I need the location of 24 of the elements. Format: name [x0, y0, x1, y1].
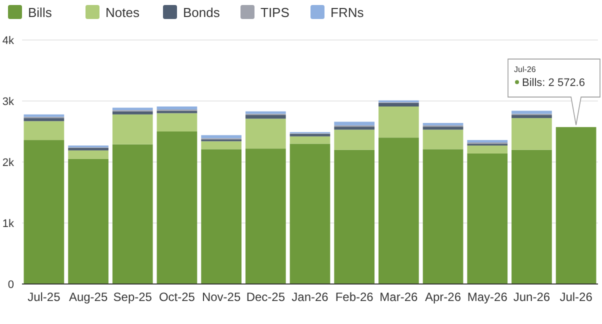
legend-label: Notes — [106, 5, 140, 20]
legend-label: Bills — [28, 5, 52, 20]
x-tick-label: Sep-25 — [113, 290, 152, 304]
annotation: Jul-26 Bills: 2 572.6 — [514, 65, 585, 90]
y-tick-label: 1k — [2, 218, 14, 230]
x-tick-label: Oct-25 — [158, 290, 196, 304]
y-tick-label: 0 — [8, 278, 14, 291]
y-tick-label: 4k — [2, 34, 14, 47]
y-tick-label: 2k — [2, 156, 14, 169]
x-tick-label: Feb-26 — [335, 290, 374, 304]
x-tick-label: Nov-25 — [202, 290, 241, 304]
legend-label: Bonds — [183, 5, 220, 20]
x-tick-label: Jun-26 — [513, 290, 550, 304]
y-tick-label: 3k — [2, 96, 14, 108]
x-tick-label: Jul-25 — [28, 290, 61, 304]
x-tick-label: Apr-26 — [425, 290, 462, 304]
legend-label: FRNs — [330, 5, 364, 20]
x-tick-label: May-26 — [467, 290, 508, 304]
legend-label: TIPS — [260, 5, 290, 20]
x-tick-label: Jan-26 — [292, 290, 329, 304]
x-tick-label: Mar-26 — [380, 290, 418, 304]
x-tick-label: Aug-25 — [68, 290, 108, 304]
x-tick-label: Dec-25 — [246, 290, 286, 304]
x-tick-label: Jul-26 — [560, 290, 593, 304]
